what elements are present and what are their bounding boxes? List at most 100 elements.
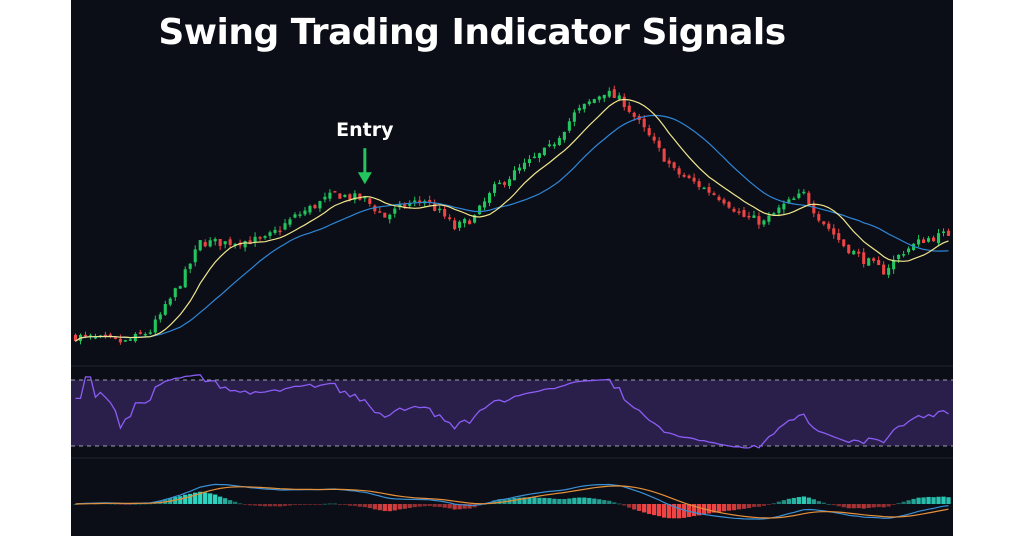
candle-body [373,205,377,212]
macd-histogram-bar [512,497,517,504]
macd-histogram-bar [756,504,762,507]
candle-body [428,200,432,203]
candle-body [522,162,527,170]
macd-histogram-bar [652,504,657,516]
candle-body [138,332,142,334]
candle-body [343,194,347,197]
candle-body [852,250,856,255]
macd-histogram-bar [347,504,353,506]
macd-histogram-bar [537,497,542,504]
macd-histogram-bar [607,500,612,504]
candle-body [642,118,646,128]
macd-histogram-bar [108,503,113,505]
candle-body [388,214,392,220]
macd-histogram-bar [198,491,203,504]
macd-histogram-bar [946,497,951,504]
candle-body [148,332,152,334]
macd-histogram-bar [407,504,412,509]
candle-body [283,223,287,230]
candle-body [842,239,846,247]
macd-histogram-bar [138,503,143,505]
candle-body [737,211,741,213]
candle-body [243,241,247,248]
candle-body [607,90,611,97]
macd-histogram-bar [223,498,228,504]
macd-histogram-bar [891,504,896,505]
candle-body [478,205,482,215]
candle-body [752,215,756,218]
candle-body [318,201,322,209]
macd-histogram-bar [761,504,767,506]
macd-histogram-bar [422,504,427,507]
macd-histogram-bar [726,504,732,511]
candle-body [502,182,507,185]
candle-body [572,112,576,122]
macd-histogram-bar [183,494,188,504]
candle-body [742,210,746,217]
macd-histogram-bar [662,504,667,518]
macd-histogram-bar [123,504,128,505]
macd-histogram-bar [492,500,497,504]
macd-histogram-bar [931,497,936,504]
candle-body [463,219,467,224]
macd-histogram-bar [881,504,886,508]
macd-histogram-bar [432,504,437,507]
macd-histogram-bar [901,501,906,504]
macd-histogram-bar [796,497,801,504]
candle-body [208,240,212,247]
candle-body [153,319,157,333]
macd-histogram-bar [741,504,747,509]
candle-body [173,288,177,298]
candle-body [203,242,207,247]
macd-histogram-bar [801,496,806,504]
macd-histogram-bar [771,503,777,505]
macd-histogram-bar [602,500,607,504]
candle-body [268,232,272,236]
candle-body [617,95,621,100]
candle-body [288,219,292,225]
macd-histogram-bar [746,504,752,509]
candle-body [812,204,816,214]
candle-body [358,193,362,200]
candle-body [433,203,437,211]
candle-body [577,107,581,111]
candle-body [627,105,631,112]
macd-histogram-bar [691,504,697,517]
macd-histogram-bar [547,498,552,504]
macd-histogram-bar [218,496,223,504]
candle-body [507,179,512,186]
macd-histogram-bar [681,504,687,518]
macd-histogram-bar [392,504,397,511]
macd-histogram-bar [242,504,248,505]
candle-body [73,334,78,342]
candle-body [597,96,601,100]
macd-histogram-bar [113,503,118,505]
macd-histogram-bar [307,504,313,505]
macd-histogram-bar [871,504,876,508]
candle-body [717,196,721,200]
candle-body [348,194,352,200]
macd-histogram-bar [557,498,562,504]
candle-body [93,336,97,339]
macd-histogram-bar [926,496,931,504]
candle-body [383,212,387,218]
candle-body [168,298,172,305]
macd-histogram-bar [208,493,213,504]
macd-histogram-bar [232,501,238,504]
candle-body [483,201,487,208]
macd-histogram-bar [527,497,532,504]
candle-body [872,258,876,261]
macd-histogram-bar [671,504,677,519]
macd-histogram-bar [128,504,133,505]
candle-body [258,237,262,239]
macd-histogram-bar [427,504,432,507]
candle-body [128,339,132,341]
macd-histogram-bar [193,492,198,504]
candle-body [792,198,796,201]
macd-histogram-bar [821,502,826,504]
candle-body [632,112,636,117]
candle-body [587,101,591,105]
macd-histogram-bar [846,504,851,509]
macd-histogram-bar [517,497,522,504]
fast-ma-line [75,98,949,342]
